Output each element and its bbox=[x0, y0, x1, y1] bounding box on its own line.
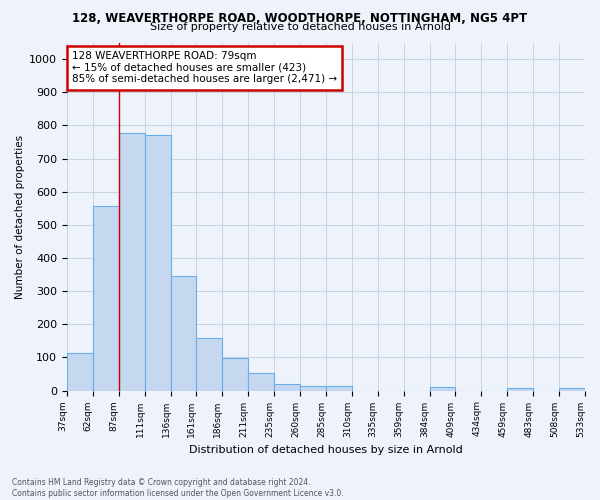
Bar bbox=[430, 388, 455, 390]
Bar bbox=[559, 388, 585, 390]
Y-axis label: Number of detached properties: Number of detached properties bbox=[15, 134, 25, 298]
Bar bbox=[326, 386, 352, 390]
Bar bbox=[300, 386, 326, 390]
Bar bbox=[223, 358, 248, 390]
Bar bbox=[248, 373, 274, 390]
Text: Size of property relative to detached houses in Arnold: Size of property relative to detached ho… bbox=[149, 22, 451, 32]
Bar bbox=[170, 276, 196, 390]
X-axis label: Distribution of detached houses by size in Arnold: Distribution of detached houses by size … bbox=[189, 445, 463, 455]
Text: 128, WEAVERTHORPE ROAD, WOODTHORPE, NOTTINGHAM, NG5 4PT: 128, WEAVERTHORPE ROAD, WOODTHORPE, NOTT… bbox=[73, 12, 527, 24]
Bar bbox=[507, 388, 533, 390]
Bar bbox=[196, 338, 223, 390]
Bar bbox=[274, 384, 300, 390]
Bar bbox=[119, 132, 145, 390]
Bar bbox=[93, 206, 119, 390]
Bar bbox=[67, 353, 93, 391]
Text: Contains HM Land Registry data © Crown copyright and database right 2024.
Contai: Contains HM Land Registry data © Crown c… bbox=[12, 478, 344, 498]
Text: 128 WEAVERTHORPE ROAD: 79sqm
← 15% of detached houses are smaller (423)
85% of s: 128 WEAVERTHORPE ROAD: 79sqm ← 15% of de… bbox=[72, 51, 337, 84]
Bar bbox=[145, 136, 170, 390]
